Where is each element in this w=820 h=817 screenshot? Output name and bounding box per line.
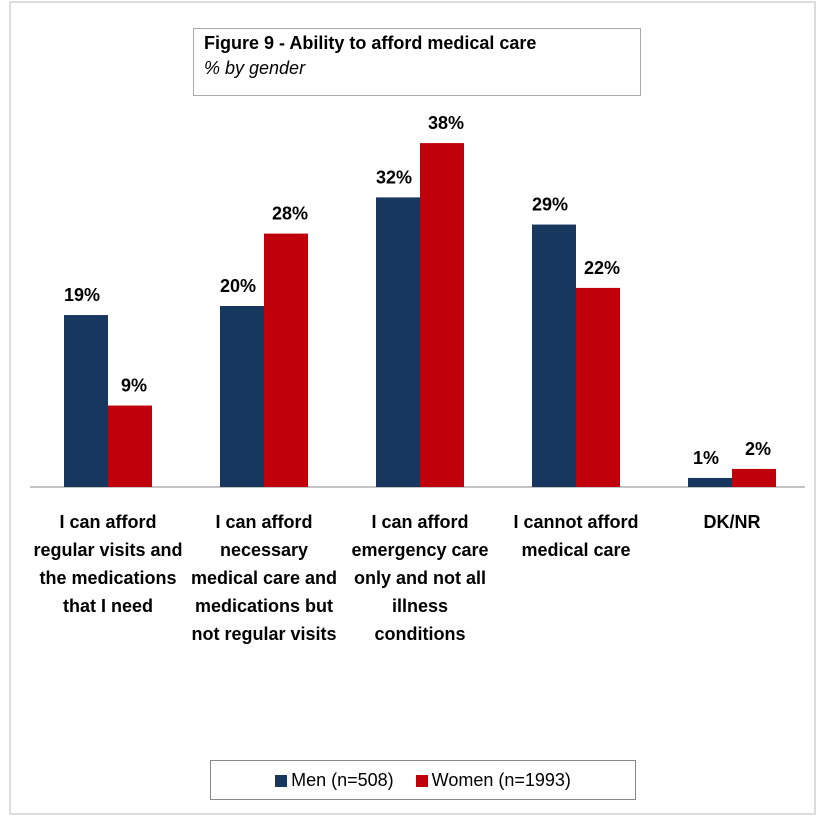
x-tick-label: I can afford emergency care only and not… (351, 512, 489, 644)
bar (532, 224, 576, 488)
x-tick-label: I cannot afford medical care (513, 512, 639, 560)
data-label: 22% (584, 258, 620, 278)
legend-label: Men (n=508) (291, 769, 394, 790)
data-label: 20% (220, 276, 256, 296)
legend: Men (n=508) Women (n=1993) (210, 760, 636, 800)
legend-swatch (275, 774, 288, 787)
frame (9, 1, 816, 815)
data-label: 9% (121, 376, 147, 396)
bar (64, 315, 108, 487)
x-tick-label: DK/NR (703, 512, 761, 532)
legend-swatch (415, 774, 428, 787)
bar (108, 405, 152, 487)
data-label: 1% (693, 448, 719, 468)
x-tick-label: I can afford necessary medical care and … (190, 512, 338, 644)
bar (420, 143, 464, 487)
legend-label: Women (n=1993) (431, 769, 571, 790)
data-label: 28% (272, 204, 308, 224)
bar (688, 477, 732, 487)
data-label: 32% (376, 167, 412, 187)
chart-subtitle: % by gender (204, 58, 306, 78)
data-label: 2% (745, 439, 771, 459)
chart-title: Figure 9 - Ability to afford medical car… (204, 33, 537, 53)
title-box: Figure 9 - Ability to afford medical car… (193, 28, 641, 96)
bar (264, 233, 308, 487)
data-label: 19% (64, 285, 100, 305)
bar (732, 468, 776, 487)
legend-item: Women (n=1993) (415, 769, 571, 791)
data-label: 38% (428, 113, 464, 133)
bar (220, 306, 264, 487)
data-label: 29% (532, 195, 568, 215)
bar (376, 197, 420, 487)
bar (576, 287, 620, 487)
x-tick-label: I can afford regular visits and the medi… (33, 512, 183, 616)
legend-item: Men (n=508) (275, 770, 394, 791)
